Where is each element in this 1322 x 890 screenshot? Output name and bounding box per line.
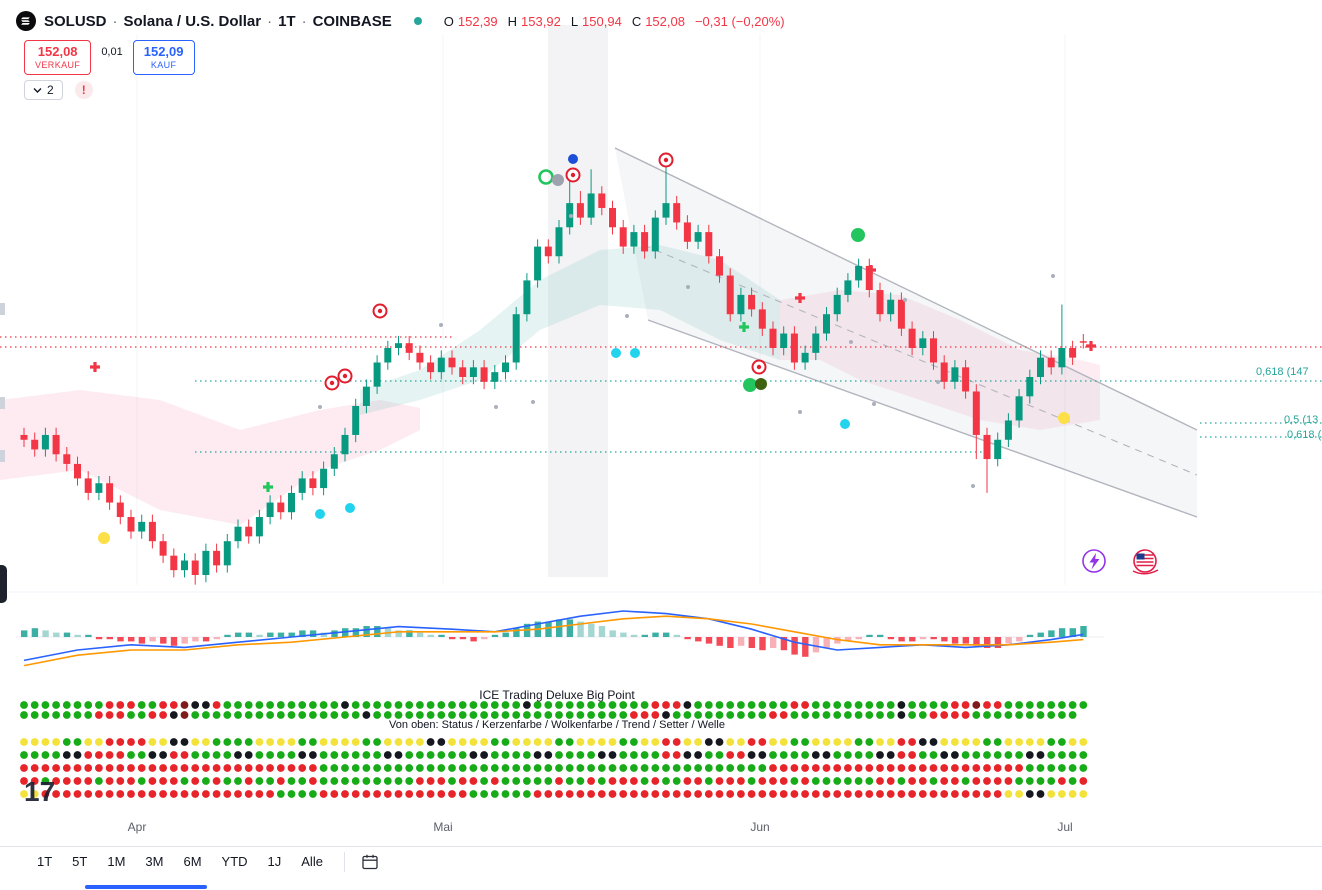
highlight-band xyxy=(548,25,608,577)
symbol-interval[interactable]: 1T xyxy=(278,12,296,30)
macd-panel xyxy=(16,610,1104,667)
descending-channel[interactable] xyxy=(614,147,1198,518)
dots-panel-title: ICE Trading Deluxe Big Point xyxy=(479,688,635,702)
us-flag-icon[interactable] xyxy=(1132,549,1159,575)
range-ytd[interactable]: YTD xyxy=(213,850,257,873)
range-toolbar: 1T 5T 1M 3M 6M YTD 1J Alle xyxy=(0,846,1322,876)
level-dotted-lines xyxy=(0,336,1322,453)
trade-buttons: 152,08 VERKAUF 0,01 152,09 KAUF xyxy=(24,40,195,75)
objects-dropdown[interactable]: 2 xyxy=(24,80,63,100)
buy-button[interactable]: 152,09 KAUF xyxy=(132,40,195,75)
toolbar-divider xyxy=(343,851,345,872)
solana-logo-icon xyxy=(16,11,36,31)
svg-text:Jun: Jun xyxy=(750,820,769,834)
svg-text:0,618 (: 0,618 ( xyxy=(1287,429,1322,441)
alert-warning-icon[interactable]: ! xyxy=(74,81,93,99)
lightning-icon[interactable] xyxy=(1082,549,1106,573)
svg-text:Apr: Apr xyxy=(128,820,147,834)
dot-matrix-panel xyxy=(20,701,1088,798)
range-6m[interactable]: 6M xyxy=(174,850,210,873)
change-value: −0,31 (−0,20%) xyxy=(694,13,785,29)
market-status-dot xyxy=(413,17,422,25)
dots-panel-legend: Von oben: Status / Kerzenfarbe / Wolkenf… xyxy=(389,719,725,731)
bottom-progress-strip xyxy=(85,885,207,889)
sell-button[interactable]: 152,08 VERKAUF xyxy=(24,40,92,75)
spread-value: 0,01 xyxy=(101,46,123,58)
svg-text:Jul: Jul xyxy=(1057,820,1072,834)
fib-retracement-labels[interactable]: 0,618 (147 0,5 (13 0,618 ( xyxy=(1256,366,1322,441)
goto-date-button[interactable] xyxy=(355,851,385,873)
range-1t[interactable]: 1T xyxy=(28,850,61,873)
objects-count: 2 xyxy=(47,83,54,97)
svg-text:0,618 (147: 0,618 (147 xyxy=(1256,366,1309,378)
tradingview-watermark: 17 xyxy=(24,776,55,807)
objects-row: 2 ! xyxy=(24,80,93,100)
range-3m[interactable]: 3M xyxy=(136,850,172,873)
time-axis[interactable]: Apr Mai Jun Jul xyxy=(128,820,1073,834)
svg-text:0,5 (13: 0,5 (13 xyxy=(1284,414,1318,426)
ohlc-values: O 152,39 H 153,92 L 150,94 C 152,08 −0,3… xyxy=(443,13,785,29)
left-edge-fragments xyxy=(0,303,7,603)
close-value: 152,08 xyxy=(645,13,685,29)
svg-text:Mai: Mai xyxy=(433,820,452,834)
range-5t[interactable]: 5T xyxy=(63,850,96,873)
symbol-exchange: COINBASE xyxy=(312,12,392,30)
range-1m[interactable]: 1M xyxy=(98,850,134,873)
symbol-header: SOLUSD · Solana / U.S. Dollar · 1T · COI… xyxy=(16,8,785,34)
high-value: 153,92 xyxy=(521,13,561,29)
low-value: 150,94 xyxy=(582,13,622,29)
symbol-name: SOLUSD xyxy=(44,12,107,30)
calendar-icon xyxy=(362,854,378,869)
candlestick-series xyxy=(20,162,1087,585)
range-alle[interactable]: Alle xyxy=(292,850,332,873)
signal-markers xyxy=(90,152,1096,544)
collapsed-panel-tab[interactable] xyxy=(0,565,7,603)
range-1j[interactable]: 1J xyxy=(259,850,291,873)
svg-text:17: 17 xyxy=(24,776,55,807)
symbol-description: Solana / U.S. Dollar xyxy=(123,12,262,30)
open-value: 152,39 xyxy=(457,13,498,29)
chevron-down-icon xyxy=(33,87,42,93)
symbol-title[interactable]: SOLUSD · Solana / U.S. Dollar · 1T · COI… xyxy=(44,12,392,30)
